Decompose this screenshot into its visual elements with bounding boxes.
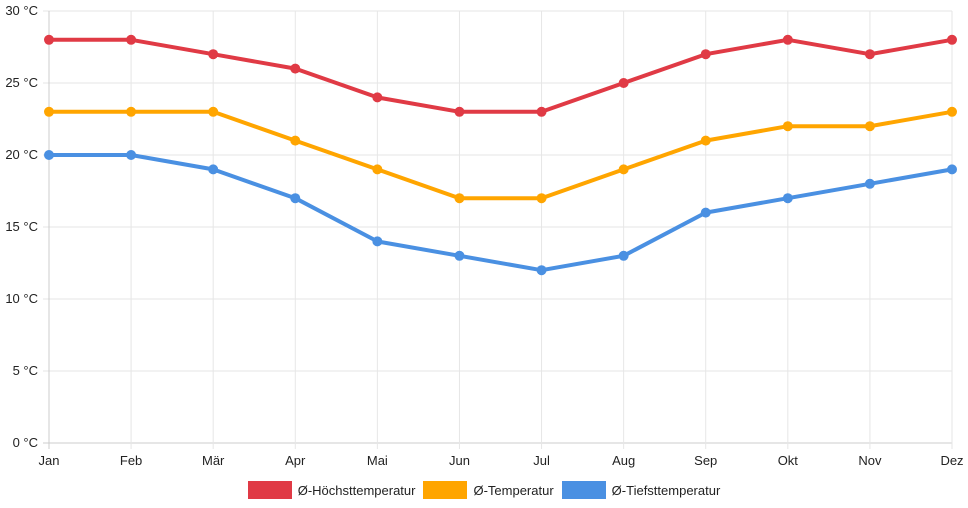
legend-swatch-avg — [423, 481, 468, 499]
y-tick-label: 15 °C — [5, 219, 38, 234]
x-tick-label: Aug — [612, 453, 635, 468]
legend-swatch-min — [561, 481, 606, 499]
data-point[interactable] — [782, 121, 793, 132]
data-point[interactable] — [44, 34, 54, 45]
data-point[interactable] — [700, 135, 711, 146]
legend-item-min[interactable]: Ø-Tiefsttemperatur — [561, 481, 721, 499]
x-tick-label: Mai — [367, 453, 388, 468]
series-lines — [44, 34, 957, 276]
data-point[interactable] — [947, 164, 957, 175]
x-tick-label: Mär — [202, 453, 225, 468]
legend-swatch-max — [247, 481, 292, 499]
data-point[interactable] — [454, 250, 465, 261]
data-point[interactable] — [208, 164, 219, 175]
data-point[interactable] — [864, 49, 875, 60]
x-tick-label: Apr — [285, 453, 306, 468]
x-axis: Jan Feb Mär Apr Mai Jun Jul Aug Sep Okt Nov Dez — [39, 453, 964, 468]
data-point[interactable] — [126, 106, 137, 117]
y-tick-label: 25 °C — [5, 75, 38, 90]
data-point[interactable] — [372, 164, 383, 175]
legend-item-max[interactable]: Ø-Höchsttemperatur — [247, 481, 416, 499]
x-tick-label: Sep — [694, 453, 717, 468]
y-tick-label: 10 °C — [5, 291, 38, 306]
data-point[interactable] — [618, 78, 629, 88]
temperature-line-chart: 0 °C 5 °C 10 °C 15 °C 20 °C 25 °C 30 °C Jan Feb… — [5, 3, 964, 468]
y-tick-label: 5 °C — [13, 363, 38, 378]
data-point[interactable] — [782, 34, 793, 45]
x-tick-label: Nov — [858, 453, 882, 468]
legend-label-avg: Ø-Temperatur — [473, 482, 554, 498]
series-line-1 — [49, 109, 953, 201]
data-point[interactable] — [618, 250, 629, 261]
data-point[interactable] — [454, 106, 465, 117]
data-point[interactable] — [290, 193, 301, 204]
data-point[interactable] — [290, 63, 301, 74]
x-tick-label: Okt — [778, 453, 799, 468]
x-tick-label: Feb — [120, 453, 142, 468]
data-point[interactable] — [208, 106, 219, 117]
x-tick-label: Dez — [940, 453, 963, 468]
data-point[interactable] — [44, 106, 54, 117]
y-tick-label: 20 °C — [5, 147, 38, 162]
data-point[interactable] — [536, 193, 547, 204]
x-tick-label: Jun — [449, 453, 470, 468]
data-point[interactable] — [700, 49, 711, 60]
x-tick-label: Jan — [39, 453, 60, 468]
legend-item-avg[interactable]: Ø-Temperatur — [423, 481, 554, 499]
series-line-0 — [49, 37, 953, 114]
data-point[interactable] — [947, 106, 957, 117]
data-point[interactable] — [290, 135, 301, 146]
y-tick-label: 30 °C — [5, 3, 38, 18]
legend-label-max: Ø-Höchsttemperatur — [297, 482, 416, 498]
grid — [43, 10, 953, 449]
y-axis: 0 °C 5 °C 10 °C 15 °C 20 °C 25 °C 30 °C — [5, 3, 38, 450]
data-point[interactable] — [44, 150, 54, 160]
data-point[interactable] — [372, 92, 383, 103]
data-point[interactable] — [372, 236, 383, 247]
legend-label-min: Ø-Tiefsttemperatur — [611, 482, 721, 498]
y-tick-label: 0 °C — [13, 435, 38, 450]
data-point[interactable] — [947, 34, 957, 45]
data-point[interactable] — [618, 164, 629, 175]
data-point[interactable] — [536, 106, 547, 117]
data-point[interactable] — [864, 121, 875, 132]
data-point[interactable] — [700, 207, 711, 218]
data-point[interactable] — [208, 49, 219, 60]
data-point[interactable] — [126, 150, 137, 160]
legend: Ø-Höchsttemperatur Ø-Temperatur Ø-Tiefst… — [0, 481, 968, 499]
data-point[interactable] — [454, 193, 465, 204]
x-tick-label: Jul — [533, 453, 550, 468]
data-point[interactable] — [864, 178, 875, 189]
data-point[interactable] — [536, 265, 547, 276]
data-point[interactable] — [782, 193, 793, 204]
data-point[interactable] — [126, 34, 137, 45]
series-line-2 — [49, 153, 953, 273]
